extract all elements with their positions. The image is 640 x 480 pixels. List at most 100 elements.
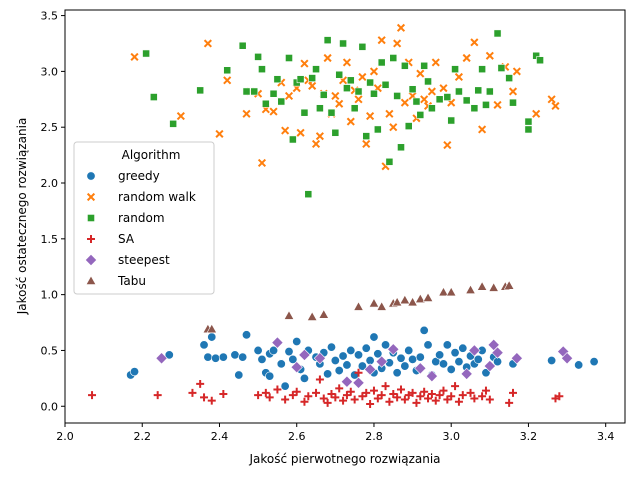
series-SA xyxy=(88,368,564,409)
data-point xyxy=(292,337,302,347)
data-point xyxy=(414,362,427,375)
data-point xyxy=(242,330,252,340)
data-point xyxy=(376,301,387,311)
data-point xyxy=(353,301,364,311)
data-point xyxy=(485,51,494,60)
data-point xyxy=(334,366,344,376)
data-point xyxy=(435,391,444,400)
data-point xyxy=(342,360,352,370)
legend-entry: SA xyxy=(87,232,135,246)
data-point xyxy=(503,280,515,290)
data-point xyxy=(230,350,240,360)
data-point xyxy=(339,396,348,405)
data-point xyxy=(269,345,279,355)
data-point xyxy=(253,345,263,355)
data-point xyxy=(306,311,318,321)
data-point xyxy=(393,92,402,100)
data-point xyxy=(352,376,365,389)
y-tick: 2.5 xyxy=(41,121,65,134)
data-point xyxy=(364,363,377,376)
data-point xyxy=(377,58,386,67)
data-point xyxy=(424,77,432,86)
data-point xyxy=(458,343,468,353)
data-point xyxy=(330,355,340,365)
data-point xyxy=(311,139,321,149)
data-point xyxy=(304,190,313,199)
data-point xyxy=(340,375,354,388)
data-point xyxy=(412,398,421,407)
data-point xyxy=(323,369,333,379)
series-random xyxy=(142,29,544,199)
data-point xyxy=(415,352,425,362)
plot-points xyxy=(88,23,599,409)
data-point xyxy=(308,74,317,82)
data-point xyxy=(366,78,374,87)
data-point xyxy=(277,97,286,106)
data-point xyxy=(478,65,486,74)
data-point xyxy=(470,104,479,113)
x-tick-label: 3.0 xyxy=(442,430,460,443)
data-point xyxy=(369,386,378,395)
data-point xyxy=(366,111,375,121)
data-point xyxy=(196,86,205,95)
data-point xyxy=(153,391,162,400)
data-point xyxy=(269,89,278,98)
data-point xyxy=(273,75,282,84)
data-point xyxy=(346,76,355,85)
data-point xyxy=(269,107,278,116)
data-point xyxy=(420,387,429,396)
data-point xyxy=(300,59,309,68)
data-point xyxy=(312,65,320,74)
data-point xyxy=(276,359,286,369)
data-point xyxy=(427,389,436,398)
data-point xyxy=(242,109,251,118)
data-point xyxy=(438,359,448,369)
data-point xyxy=(451,382,460,391)
y-tick-label: 3.5 xyxy=(41,10,59,23)
x-axis-ticks: 2.0 2.2 2.4 2.6 2.8 3.0 3.2 3.4 xyxy=(56,423,614,443)
data-point xyxy=(350,104,359,113)
data-point xyxy=(416,111,425,119)
data-point xyxy=(397,143,405,152)
data-point xyxy=(196,379,205,388)
data-point xyxy=(130,367,140,377)
data-point xyxy=(242,87,251,96)
x-tick-label: 2.4 xyxy=(211,430,229,443)
data-point xyxy=(439,84,448,93)
data-point xyxy=(485,87,494,96)
data-point xyxy=(346,345,356,355)
data-point xyxy=(377,36,386,45)
data-point xyxy=(308,81,317,90)
legend-box xyxy=(73,141,215,295)
data-point xyxy=(473,354,483,364)
data-point xyxy=(218,352,228,362)
x-tick-label: 2.0 xyxy=(56,430,74,443)
data-point xyxy=(443,93,452,101)
data-point xyxy=(462,96,471,105)
data-point xyxy=(211,353,221,363)
data-point xyxy=(300,108,309,117)
data-point xyxy=(385,397,394,406)
data-point xyxy=(447,392,456,401)
legend-marker xyxy=(87,235,95,243)
data-point xyxy=(412,97,421,106)
legend-entry: greedy xyxy=(86,169,160,183)
data-point xyxy=(508,87,518,96)
data-point xyxy=(354,87,363,96)
y-tick-label: 0.5 xyxy=(41,344,59,357)
data-point xyxy=(238,352,248,362)
y-axis-label: Jakość ostatecznego rozwiązania xyxy=(15,118,29,316)
data-point xyxy=(431,396,440,405)
data-point xyxy=(532,109,541,118)
data-point xyxy=(391,296,403,307)
y-tick-label: 1.5 xyxy=(41,233,59,246)
data-point xyxy=(338,351,348,361)
data-point xyxy=(361,343,371,353)
data-point xyxy=(296,75,305,84)
y-tick: 3.0 xyxy=(41,65,65,78)
data-point xyxy=(250,87,259,96)
data-point xyxy=(474,86,483,95)
legend-label: Tabu xyxy=(117,274,146,288)
data-point xyxy=(296,128,305,137)
data-point xyxy=(354,95,363,104)
